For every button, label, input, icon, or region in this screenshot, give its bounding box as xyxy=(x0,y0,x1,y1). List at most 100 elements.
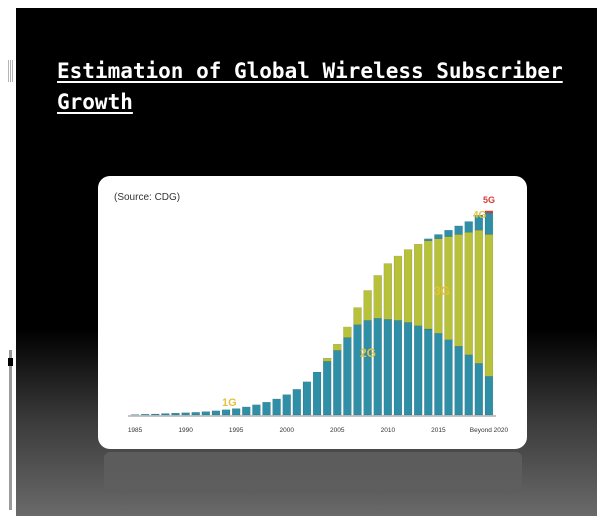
x-tick-labels: 1985 1990 1995 2000 2005 2010 2015 Beyond 2020 xyxy=(128,427,509,434)
bar-25-3g xyxy=(383,263,392,320)
bar-27-3g xyxy=(403,249,413,323)
bar-5-2g xyxy=(181,412,190,416)
bar-34-2g xyxy=(474,363,483,416)
frame-edge-top xyxy=(0,0,597,8)
bar-16-2g xyxy=(292,388,301,416)
slide-scroll-rule xyxy=(9,350,12,510)
chart-card: (Source: CDG) 1985 1990 1995 2000 2005 2010 20… xyxy=(98,176,527,449)
bar-4-2g xyxy=(171,412,180,416)
slide-indicator-bars xyxy=(8,60,13,82)
bar-24-2g xyxy=(373,318,382,416)
bar-cap-9 xyxy=(222,408,230,410)
bar-24-3g xyxy=(373,275,382,319)
x-tick-label: 2000 xyxy=(279,427,294,434)
bar-cap-3 xyxy=(161,412,170,414)
bar-30-4g xyxy=(434,234,443,239)
bar-3-2g xyxy=(161,413,170,416)
plot-area xyxy=(130,209,494,416)
bar-26-3g xyxy=(393,255,403,321)
bar-26-2g xyxy=(393,320,403,416)
bar-cap-25 xyxy=(383,262,392,264)
bar-cap-23 xyxy=(363,289,372,291)
bar-cap-24 xyxy=(373,274,382,276)
annotation-2g: 2G xyxy=(360,346,376,360)
annotation-3g: 3G xyxy=(434,284,450,298)
frame-edge-left xyxy=(0,0,16,516)
x-tick-label: 2010 xyxy=(381,427,396,434)
annotation-4g: 4G xyxy=(473,210,487,221)
bar-cap-7 xyxy=(201,410,210,412)
bar-32-4g xyxy=(454,225,463,235)
annotation-5g: 5G xyxy=(483,195,495,205)
slide-scroll-marker xyxy=(8,358,13,366)
x-tick-label: 1985 xyxy=(128,427,143,434)
bar-32-3g xyxy=(454,234,463,347)
bar-cap-12 xyxy=(252,403,261,405)
bar-cap-27 xyxy=(404,248,412,250)
bar-31-2g xyxy=(444,339,453,416)
bar-cap-4 xyxy=(171,411,180,414)
bar-13-2g xyxy=(262,401,271,416)
bar-cap-18 xyxy=(313,370,321,372)
bar-10-2g xyxy=(232,408,241,416)
x-tick-label: Beyond 2020 xyxy=(470,427,509,434)
bar-29-4g xyxy=(424,238,433,242)
generation-annotations: 1G 2G 3G 4G 5G xyxy=(222,195,495,409)
bar-33-3g xyxy=(464,232,473,356)
bar-7-2g xyxy=(201,411,210,416)
bar-19-2g xyxy=(323,361,332,416)
bar-20-3g xyxy=(333,343,342,351)
bar-cap-8 xyxy=(212,409,220,411)
slide-title: Estimation of Global Wireless Subscriber… xyxy=(57,59,563,114)
bar-34-3g xyxy=(474,229,483,364)
bar-22-2g xyxy=(353,324,362,416)
bar-1-2g xyxy=(141,413,150,416)
bar-25-2g xyxy=(383,319,392,416)
bar-32-2g xyxy=(454,345,463,416)
bar-35-2g xyxy=(484,376,494,416)
bar-6-2g xyxy=(191,412,200,416)
bar-21-2g xyxy=(343,337,352,416)
bar-9-2g xyxy=(221,409,231,416)
bar-cap-22 xyxy=(353,306,362,308)
annotation-1g: 1G xyxy=(222,397,237,409)
bar-cap-11 xyxy=(242,405,251,407)
bar-cap-0 xyxy=(131,413,139,415)
bar-cap-15 xyxy=(282,393,291,395)
x-tick-label: 1995 xyxy=(229,427,244,434)
bar-14-2g xyxy=(272,398,281,416)
x-tick-label: 2005 xyxy=(330,427,345,434)
bar-33-2g xyxy=(464,354,473,416)
bar-28-2g xyxy=(414,325,423,416)
bar-cap-28 xyxy=(414,242,423,245)
bar-cap-29 xyxy=(424,237,433,239)
bar-15-2g xyxy=(282,394,291,416)
bar-cap-13 xyxy=(262,400,271,403)
bar-cap-16 xyxy=(292,388,301,390)
bar-23-3g xyxy=(363,290,372,321)
subscriber-growth-chart: (Source: CDG) 1985 1990 1995 2000 2005 2010 20… xyxy=(114,192,509,434)
bar-23-2g xyxy=(363,320,372,416)
bar-cap-32 xyxy=(454,224,463,226)
bar-29-3g xyxy=(424,240,433,330)
bar-35-3g xyxy=(484,234,494,377)
bar-cap-26 xyxy=(394,254,402,256)
bar-cap-21 xyxy=(343,325,352,327)
bar-cap-33 xyxy=(464,220,473,222)
chart-source-note: (Source: CDG) xyxy=(114,192,180,203)
bar-22-3g xyxy=(353,307,362,325)
bar-11-2g xyxy=(242,406,251,416)
bar-cap-2 xyxy=(151,412,160,414)
bar-cap-19 xyxy=(323,356,332,359)
bar-cap-30 xyxy=(434,233,443,235)
x-tick-label: 1990 xyxy=(178,427,193,434)
bar-2-2g xyxy=(151,413,160,416)
bar-cap-5 xyxy=(181,411,190,413)
bar-33-4g xyxy=(464,221,473,233)
bar-28-3g xyxy=(414,243,423,326)
bar-cap-14 xyxy=(272,397,281,399)
bar-cap-10 xyxy=(232,407,241,409)
bar-cap-35 xyxy=(485,209,493,211)
bar-29-2g xyxy=(424,328,433,416)
bar-21-3g xyxy=(343,326,352,338)
